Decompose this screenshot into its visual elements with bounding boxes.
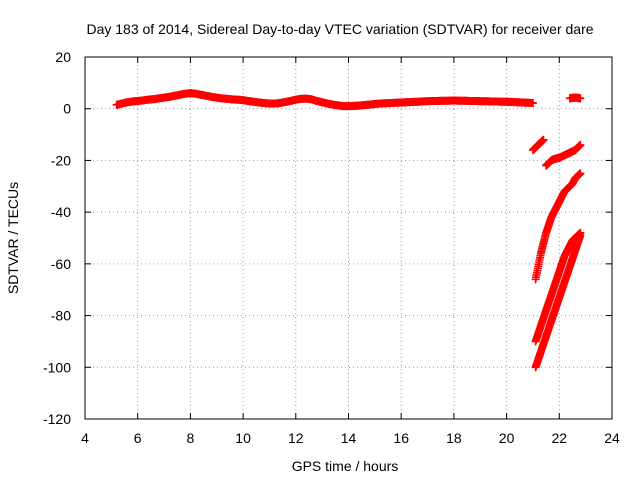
y-tick-label: -80 bbox=[51, 308, 71, 324]
y-tick-label: 0 bbox=[63, 101, 71, 117]
x-tick-label: 10 bbox=[235, 430, 251, 446]
sdtvar-chart: Day 183 of 2014, Sidereal Day-to-day VTE… bbox=[0, 0, 640, 480]
series-late-arc-top bbox=[566, 94, 585, 103]
y-tick-label: 20 bbox=[55, 49, 71, 65]
y-tick-label: -120 bbox=[43, 411, 71, 427]
x-tick-label: 18 bbox=[446, 430, 462, 446]
y-tick-label: -20 bbox=[51, 152, 71, 168]
x-tick-label: 8 bbox=[187, 430, 195, 446]
series-shallow-arc bbox=[542, 141, 584, 170]
x-tick-label: 6 bbox=[134, 430, 142, 446]
y-tick-label: -100 bbox=[43, 359, 71, 375]
x-tick-label: 4 bbox=[81, 430, 89, 446]
chart-title: Day 183 of 2014, Sidereal Day-to-day VTE… bbox=[86, 21, 593, 37]
x-tick-label: 14 bbox=[341, 430, 357, 446]
x-tick-label: 22 bbox=[552, 430, 568, 446]
x-tick-label: 24 bbox=[604, 430, 620, 446]
y-tick-label: -40 bbox=[51, 204, 71, 220]
y-tick-label: -60 bbox=[51, 256, 71, 272]
data-marks bbox=[113, 89, 585, 371]
x-tick-label: 16 bbox=[393, 430, 409, 446]
y-axis-label: SDTVAR / TECUs bbox=[5, 182, 21, 294]
x-tick-label: 12 bbox=[288, 430, 304, 446]
x-tick-label: 20 bbox=[499, 430, 515, 446]
series-main-arc bbox=[113, 89, 537, 110]
x-axis-label: GPS time / hours bbox=[292, 458, 399, 474]
series-short-steep-arc bbox=[529, 136, 548, 154]
